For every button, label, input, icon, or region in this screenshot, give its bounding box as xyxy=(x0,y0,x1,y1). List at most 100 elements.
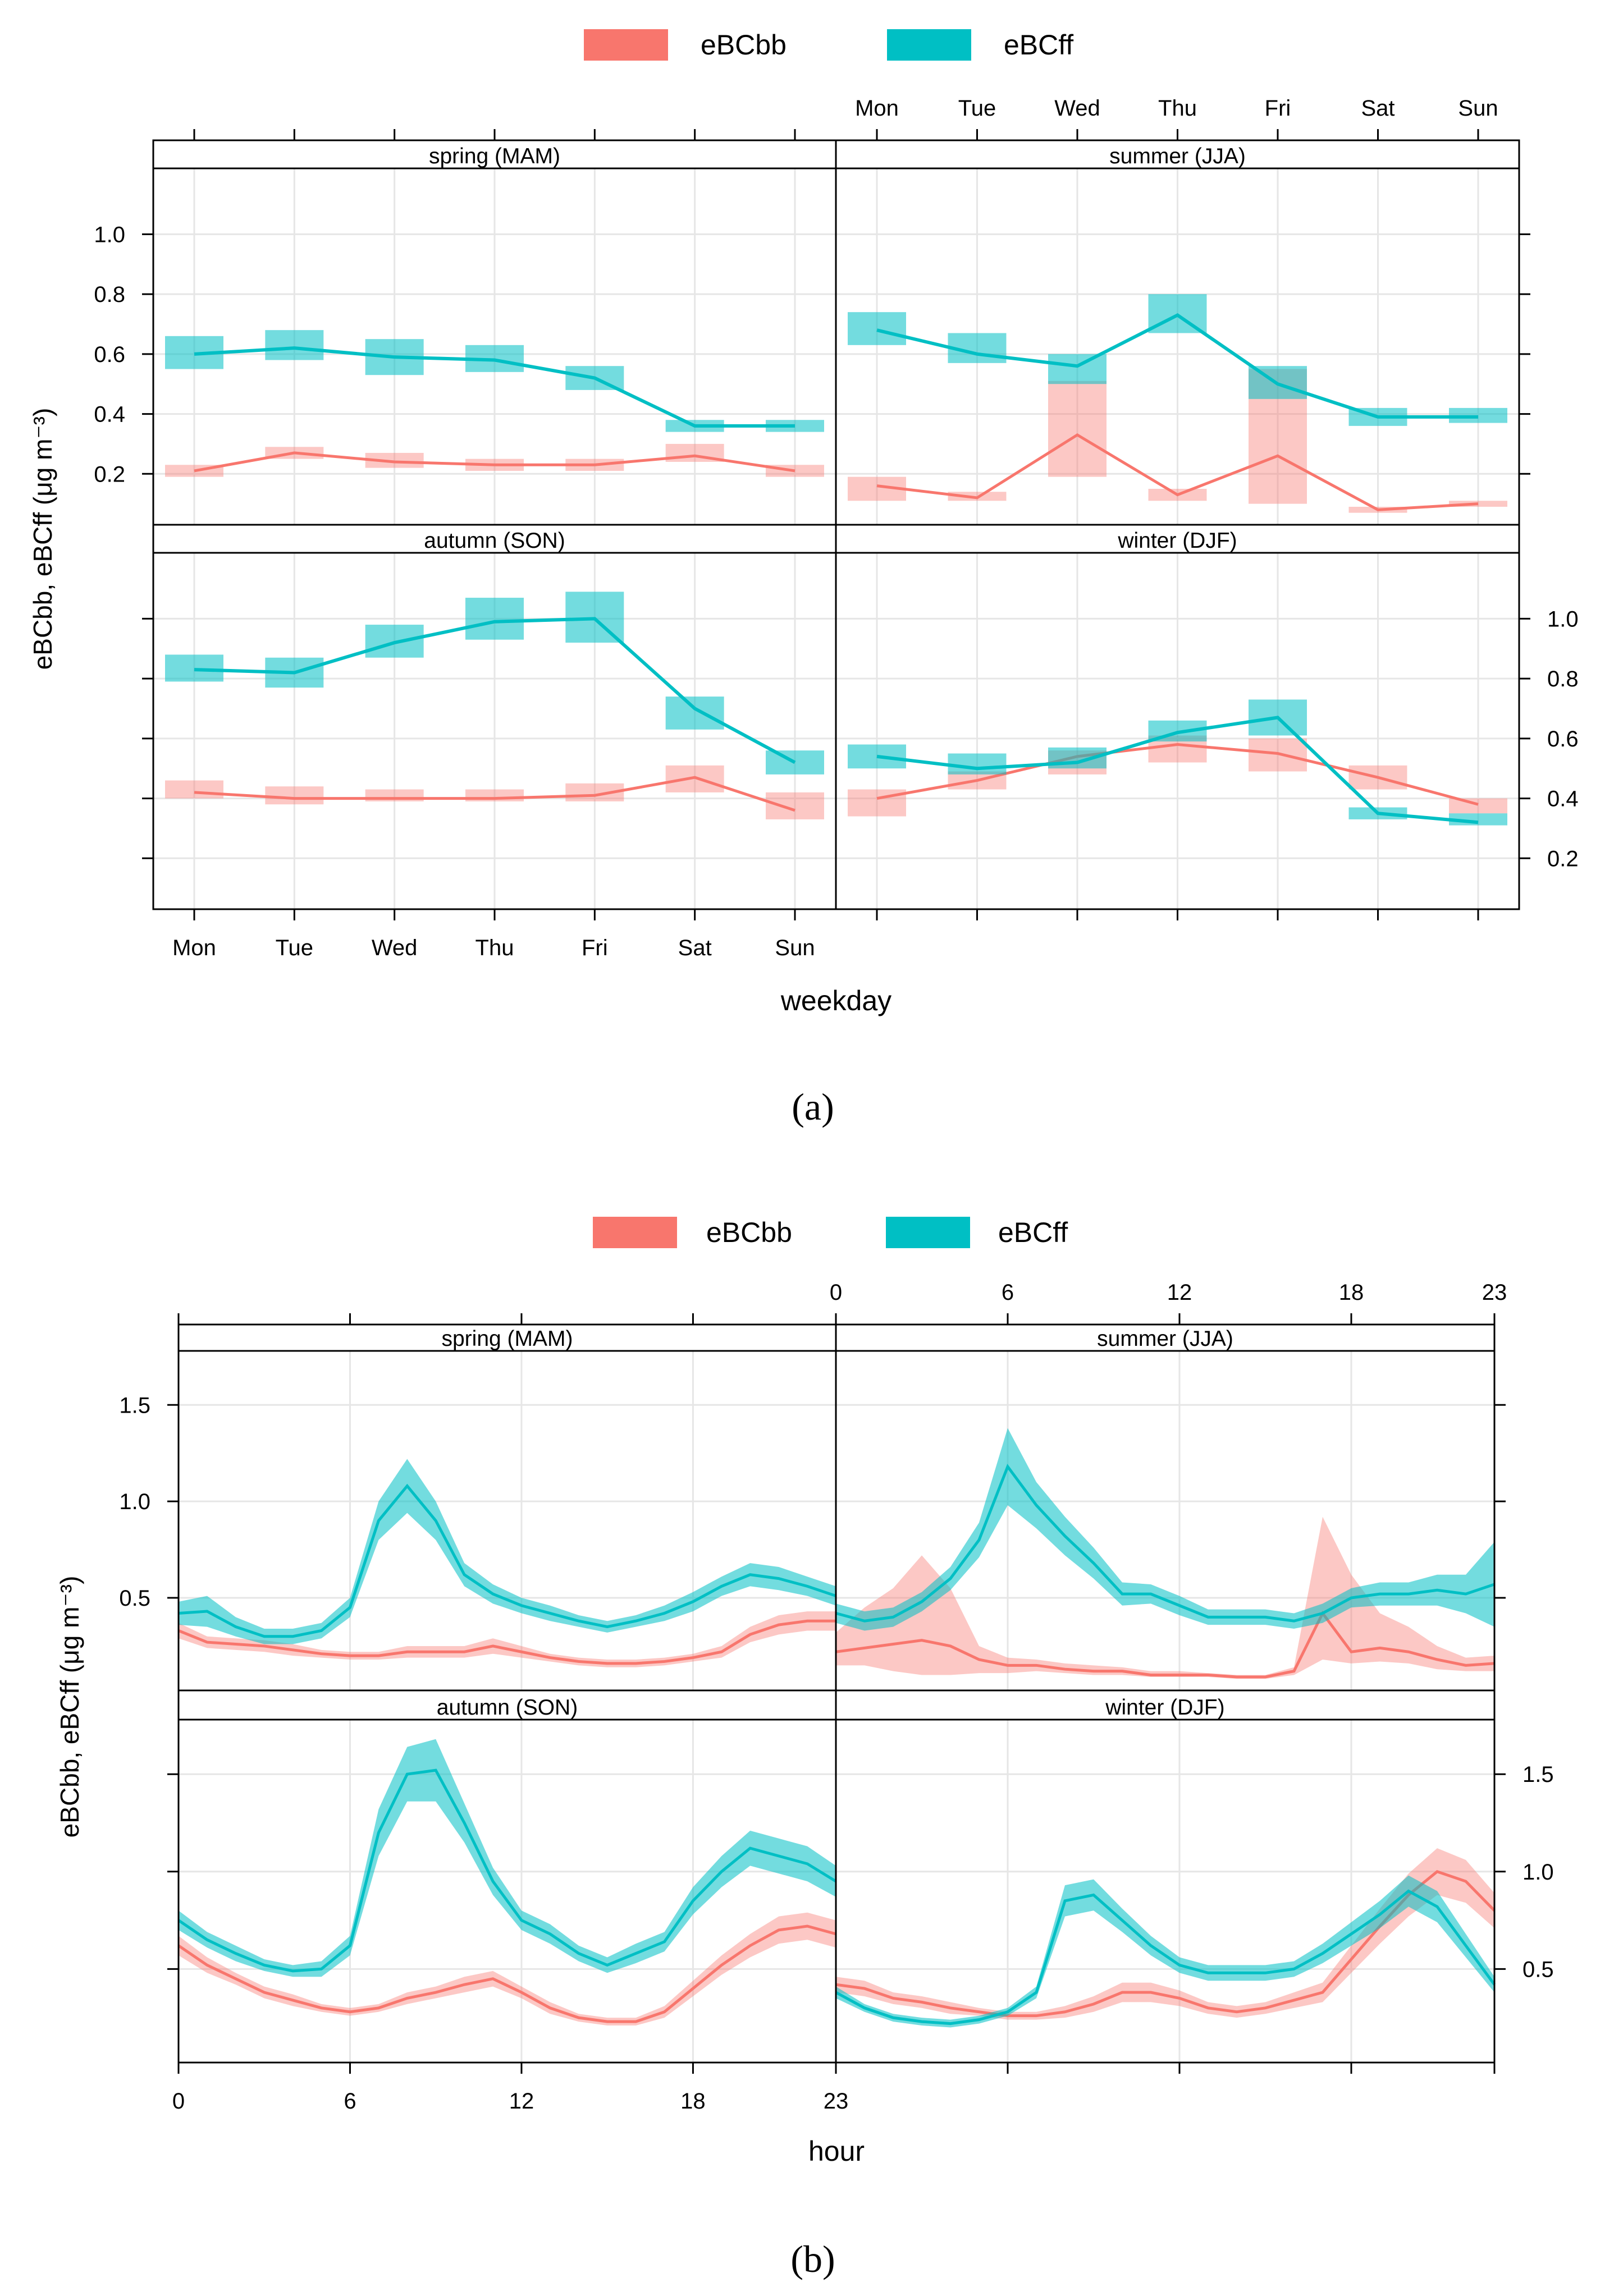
series-line-b-autumn-son-ebcff xyxy=(177,1768,837,1973)
y-tick-label-a-winter-djf-3: 0.8 xyxy=(1547,667,1579,691)
y-tick-label-b-spring-mam-2: 1.5 xyxy=(119,1393,150,1418)
x-tick-label-b-autumn-son-1: 6 xyxy=(344,2089,356,2114)
x-tick-label-b-summer-jja-1: 6 xyxy=(1002,1280,1014,1305)
x-tick-label-a-autumn-son-3: Thu xyxy=(475,936,514,960)
ci-box-a-autumn-son-ebcff-0 xyxy=(165,654,223,682)
series-line-a-winter-djf-ebcbb xyxy=(876,743,1479,806)
legend-swatch-ebcff-b xyxy=(886,1217,970,1248)
x-tick-label-a-autumn-son-1: Tue xyxy=(276,936,313,960)
x-tick-label-b-autumn-son-3: 18 xyxy=(680,2089,706,2114)
legend-swatch-ebcff-a xyxy=(887,29,971,61)
strip-b-summer-jja xyxy=(835,1323,1496,1352)
x-tick-label-a-autumn-son-0: Mon xyxy=(172,936,216,960)
strip-label-a-summer-jja: summer (JJA) xyxy=(1109,144,1246,168)
strip-label-b-autumn-son: autumn (SON) xyxy=(437,1695,578,1720)
x-tick-label-a-summer-jja-0: Mon xyxy=(855,96,899,121)
series-line-b-spring-mam-ebcff xyxy=(178,1483,836,1638)
legend-label-ebcbb-b: eBCbb xyxy=(706,1217,792,1248)
y-tick-label-a-winter-djf-2: 0.6 xyxy=(1547,727,1579,751)
x-tick-label-a-autumn-son-2: Wed xyxy=(372,936,418,960)
strip-label-a-autumn-son: autumn (SON) xyxy=(424,529,565,553)
series-line-a-spring-mam-ebcff xyxy=(194,346,795,428)
ci-box-a-autumn-son-ebcff-3 xyxy=(465,598,524,640)
strip-label-b-spring-mam: spring (MAM) xyxy=(441,1327,573,1351)
ci-band-b-summer-jja-ebcbb xyxy=(836,1516,1494,1679)
y-tick-label-b-winter-djf-2: 1.5 xyxy=(1522,1762,1554,1787)
x-tick-label-a-autumn-son-6: Sun xyxy=(775,936,815,960)
strip-label-a-winter-djf: winter (DJF) xyxy=(1117,529,1237,553)
strip-b-winter-djf xyxy=(835,1689,1496,1721)
strip-b-autumn-son xyxy=(177,1689,837,1721)
series-line-a-spring-mam-ebcbb xyxy=(194,451,795,473)
series-line-b-summer-jja-ebcbb xyxy=(835,1610,1495,1679)
series-line-a-summer-jja-ebcbb xyxy=(876,433,1479,511)
x-tick-label-b-summer-jja-3: 18 xyxy=(1339,1280,1364,1305)
strip-label-a-spring-mam: spring (MAM) xyxy=(429,144,560,168)
x-tick-label-b-summer-jja-0: 0 xyxy=(830,1280,842,1305)
y-tick-label-a-winter-djf-0: 0.2 xyxy=(1547,846,1579,871)
ci-box-a-winter-djf-ebcff-1 xyxy=(948,753,1007,775)
ci-box-a-winter-djf-ebcbb-6 xyxy=(1449,798,1507,814)
series-line-a-winter-djf-ebcff xyxy=(876,716,1479,824)
y-axis-title-a: eBCbb, eBCff (μg m⁻³) xyxy=(28,408,57,670)
strip-label-b-winter-djf: winter (DJF) xyxy=(1105,1695,1224,1720)
y-tick-label-a-winter-djf-4: 1.0 xyxy=(1547,607,1579,631)
y-tick-label-a-spring-mam-4: 1.0 xyxy=(94,222,125,247)
ci-band-b-winter-djf-ebcff xyxy=(836,1875,1494,2028)
ci-box-a-autumn-son-ebcbb-6 xyxy=(766,792,824,819)
ci-band-b-spring-mam-ebcbb xyxy=(179,1611,836,1667)
x-tick-label-b-autumn-son-0: 0 xyxy=(172,2089,185,2114)
x-axis-title-b: hour xyxy=(808,2135,865,2167)
y-tick-label-b-spring-mam-0: 0.5 xyxy=(119,1586,150,1611)
x-tick-label-a-autumn-son-5: Sat xyxy=(678,936,712,960)
strip-label-b-summer-jja: summer (JJA) xyxy=(1097,1327,1233,1351)
figure-label-b: (b) xyxy=(790,2238,835,2280)
series-line-b-autumn-son-ebcbb xyxy=(177,1924,836,2023)
series-line-a-autumn-son-ebcbb xyxy=(194,776,795,812)
legend-label-ebcbb-a: eBCbb xyxy=(701,29,787,61)
legend-label-ebcff-a: eBCff xyxy=(1004,29,1073,61)
ci-box-a-autumn-son-ebcbb-0 xyxy=(165,780,223,799)
ci-band-b-autumn-son-ebcff xyxy=(179,1739,836,1977)
strip-b-spring-mam xyxy=(177,1323,837,1352)
figure-label-a: (a) xyxy=(792,1085,834,1128)
ci-band-b-spring-mam-ebcff xyxy=(179,1459,836,1644)
series-line-b-summer-jja-ebcff xyxy=(835,1464,1495,1623)
series-line-a-summer-jja-ebcff xyxy=(876,313,1478,419)
y-tick-label-a-spring-mam-0: 0.2 xyxy=(94,462,125,487)
y-tick-label-b-winter-djf-0: 0.5 xyxy=(1522,1957,1554,1982)
legend-swatch-ebcbb-b xyxy=(593,1217,677,1248)
ci-box-a-autumn-son-ebcbb-1 xyxy=(265,786,324,805)
ci-box-a-autumn-son-ebcbb-5 xyxy=(665,765,724,792)
y-tick-label-a-winter-djf-1: 0.4 xyxy=(1547,787,1579,812)
ci-band-b-summer-jja-ebcff xyxy=(836,1428,1494,1631)
x-tick-label-b-summer-jja-2: 12 xyxy=(1167,1280,1192,1305)
x-tick-label-a-summer-jja-3: Thu xyxy=(1158,96,1197,121)
panel-border-b-winter-djf xyxy=(835,1718,1496,2064)
x-tick-label-b-autumn-son-4: 23 xyxy=(824,2089,849,2114)
x-tick-label-a-summer-jja-2: Wed xyxy=(1054,96,1100,121)
strip-a-spring-mam xyxy=(152,139,837,169)
y-axis-title-b: eBCbb, eBCff (μg m⁻³) xyxy=(55,1576,84,1838)
ci-box-a-autumn-son-ebcff-5 xyxy=(665,696,724,730)
series-line-b-spring-mam-ebcbb xyxy=(178,1619,836,1665)
x-tick-label-a-autumn-son-4: Fri xyxy=(582,936,608,960)
legend-swatch-ebcbb-a xyxy=(584,29,668,61)
y-tick-label-b-winter-djf-1: 1.0 xyxy=(1522,1860,1554,1885)
y-tick-label-a-spring-mam-3: 0.8 xyxy=(94,282,125,307)
y-tick-label-a-spring-mam-2: 0.6 xyxy=(94,342,125,367)
legend-label-ebcff-b: eBCff xyxy=(998,1217,1068,1248)
ci-box-a-summer-jja-ebcbb-2 xyxy=(1048,381,1107,477)
x-tick-label-a-summer-jja-5: Sat xyxy=(1361,96,1394,121)
x-tick-label-b-summer-jja-4: 23 xyxy=(1482,1280,1507,1305)
y-tick-label-b-spring-mam-1: 1.0 xyxy=(119,1490,150,1514)
ci-box-a-winter-djf-ebcbb-4 xyxy=(1249,738,1307,772)
x-tick-label-a-summer-jja-4: Fri xyxy=(1265,96,1291,121)
ci-box-a-summer-jja-ebcff-2 xyxy=(1048,354,1107,384)
x-tick-label-b-autumn-son-2: 12 xyxy=(509,2089,534,2114)
x-tick-label-a-summer-jja-1: Tue xyxy=(958,96,996,121)
x-axis-title-a: weekday xyxy=(780,985,891,1016)
ci-box-a-summer-jja-ebcff-0 xyxy=(848,312,906,345)
y-tick-label-a-spring-mam-1: 0.4 xyxy=(94,402,125,427)
